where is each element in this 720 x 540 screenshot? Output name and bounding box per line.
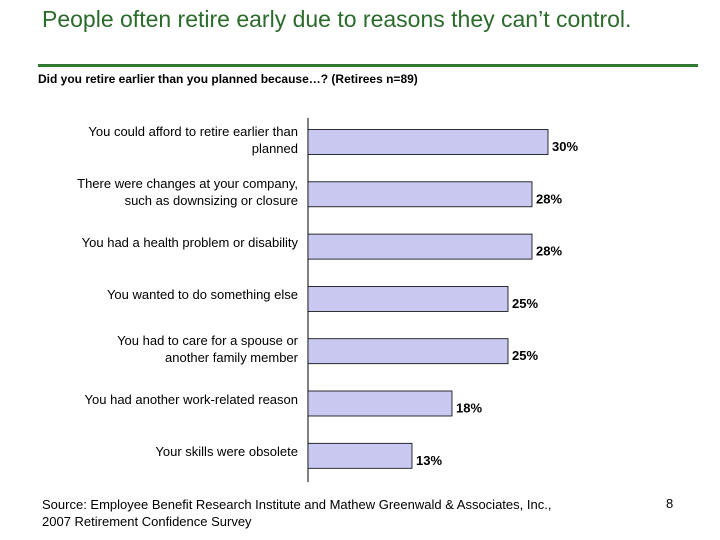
category-label: You had a health problem or disability — [20, 234, 298, 251]
chart-subtitle: Did you retire earlier than you planned … — [38, 72, 418, 86]
bar-value-label: 30% — [552, 139, 578, 154]
category-label-line: another family member — [165, 350, 298, 366]
bar — [307, 442, 413, 469]
title-divider — [38, 64, 698, 67]
category-label: You wanted to do something else — [20, 286, 298, 303]
bar-value-label: 25% — [512, 296, 538, 311]
category-label-line: planned — [251, 141, 298, 156]
category-label-line: Your skills were obsolete — [155, 444, 298, 460]
bar — [307, 129, 549, 155]
category-label-line: You had a health problem or disability — [81, 235, 298, 251]
category-label-line: You had another work-related reason — [84, 392, 298, 407]
category-label-line: You could afford to retire earlier than — [88, 124, 298, 139]
bar — [307, 338, 509, 365]
source-line-1: Source: Employee Benefit Research Instit… — [42, 497, 552, 512]
category-label: You had another work-related reason — [20, 391, 298, 408]
source-line-2: 2007 Retirement Confidence Survey — [42, 514, 252, 529]
category-label-line: There were changes at your company, — [77, 176, 298, 192]
bar-value-label: 25% — [512, 348, 538, 363]
page-number: 8 — [666, 496, 674, 511]
bar — [307, 233, 533, 260]
category-label-line: You wanted to do something else — [106, 287, 298, 303]
category-label: Your skills were obsolete — [20, 443, 298, 460]
category-label-line: such as downsizing or closure — [124, 193, 298, 209]
category-label: There were changes at your company, such … — [20, 175, 298, 209]
bar — [307, 181, 533, 208]
category-label: You had to care for a spouse or another f… — [20, 332, 298, 366]
slide-title: People often retire early due to reasons… — [42, 6, 632, 32]
source-note: Source: Employee Benefit Research Instit… — [42, 496, 642, 530]
category-label: You could afford to retire earlier than p… — [20, 123, 298, 157]
category-label-line: You had to care for a spouse or — [117, 333, 298, 349]
bar-value-label: 28% — [536, 191, 562, 206]
bar-value-label: 28% — [536, 244, 562, 259]
bar-value-label: 13% — [416, 453, 442, 468]
bar — [307, 390, 453, 417]
bar — [307, 285, 509, 312]
bar-value-label: 18% — [456, 401, 482, 416]
